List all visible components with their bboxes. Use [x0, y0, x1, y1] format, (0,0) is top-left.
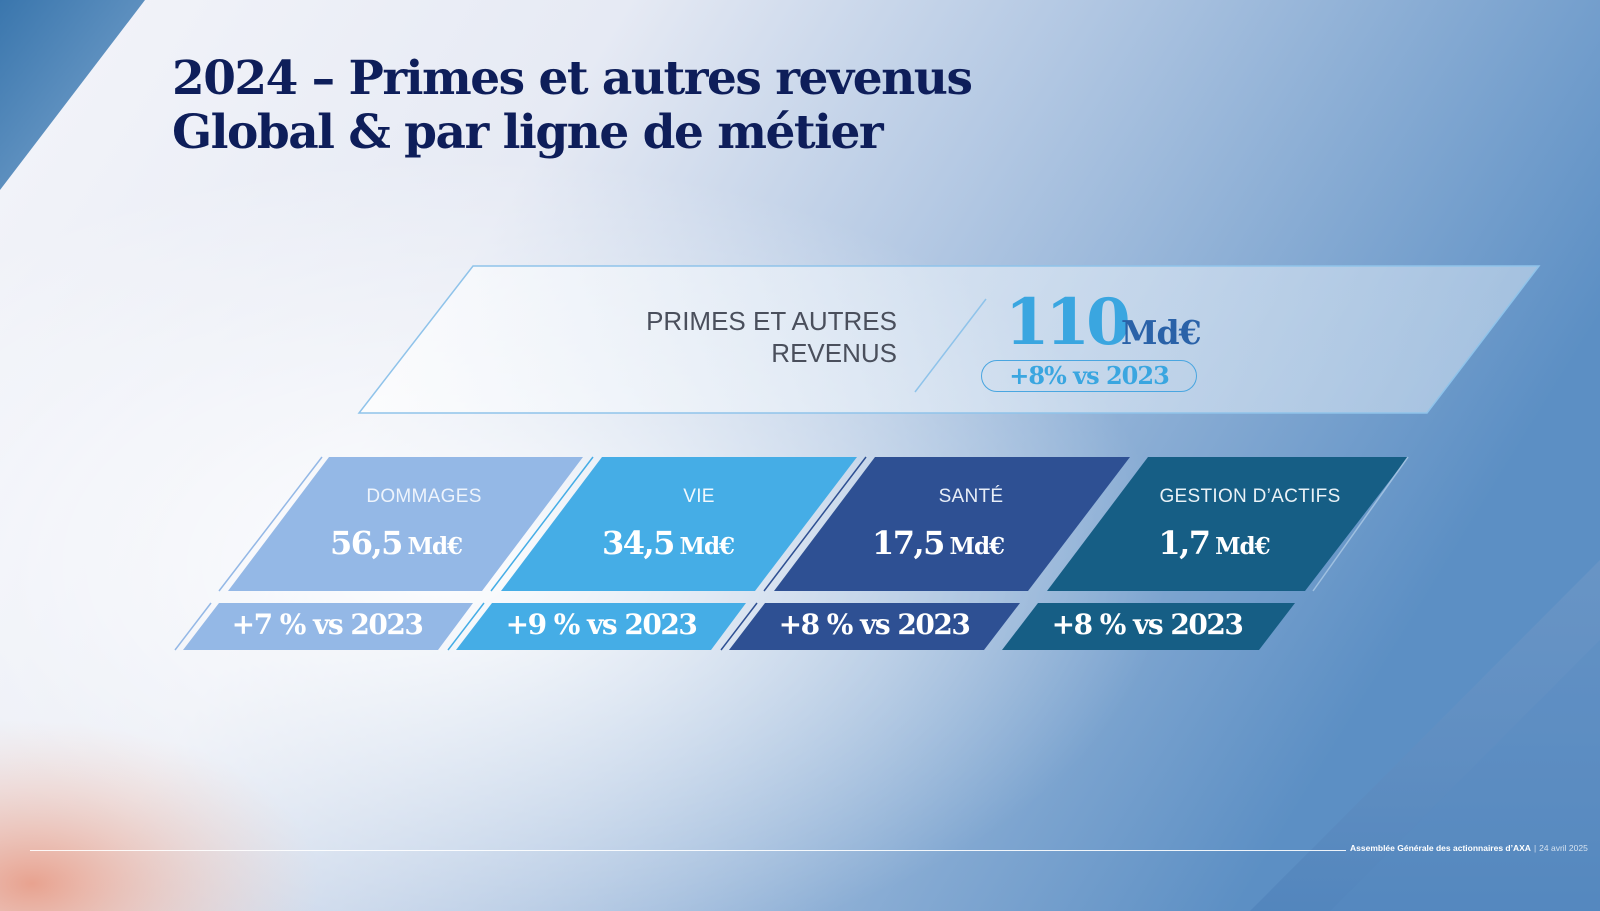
- segment-sante-card: [774, 457, 1130, 591]
- segment-sante-growth-band: [729, 603, 1020, 650]
- segment-vie-unit: Md€: [679, 533, 735, 560]
- segment-dommages-accent: [218, 456, 323, 592]
- segment-sante-value: 17,5 Md€: [818, 524, 1058, 562]
- segment-sante-number: 17,5: [871, 524, 945, 562]
- total-divider: [914, 298, 987, 393]
- segment-sante: [720, 456, 1130, 651]
- segment-sante-accent: [763, 456, 867, 592]
- total-panel: [357, 265, 1541, 414]
- segment-vie-accent: [490, 456, 594, 592]
- footer-date: 24 avril 2025: [1539, 843, 1588, 853]
- total-growth-pill: +8% vs 2023: [981, 360, 1197, 392]
- segment-gestion-actifs-growth: +8 % vs 2023: [1051, 608, 1244, 641]
- title-line-1: 2024 – Primes et autres revenus: [172, 51, 973, 106]
- segment-dommages-growth-band: [183, 603, 473, 650]
- footer: Assemblée Générale des actionnaires d’AX…: [1350, 843, 1588, 853]
- total-label: PRIMES ET AUTRES REVENUS: [560, 305, 897, 369]
- segment-vie-growth: +9 % vs 2023: [505, 608, 698, 641]
- segment-vie-growth-accent: [447, 602, 485, 651]
- segment-gestion-actifs-label: GESTION D’ACTIFS: [1159, 486, 1341, 507]
- segment-sante-growth: +8 % vs 2023: [778, 608, 971, 641]
- segment-vie-number: 34,5: [601, 524, 675, 562]
- segment-gestion-actifs-value: 1,7 Md€: [1094, 524, 1334, 562]
- segment-gestion-actifs-growth-band: [1002, 603, 1295, 650]
- segment-gestion-actifs-card: [1047, 457, 1408, 591]
- footer-divider: [30, 850, 1346, 851]
- title-line-2: Global & par ligne de métier: [172, 105, 884, 160]
- segment-dommages: [174, 456, 583, 651]
- segment-dommages-value: 56,5 Md€: [276, 524, 516, 562]
- segment-gestion-actifs-unit: Md€: [1215, 533, 1271, 560]
- segment-dommages-card: [228, 457, 583, 591]
- footer-separator: |: [1533, 843, 1537, 853]
- segment-vie-label: VIE: [683, 486, 715, 507]
- segment-vie-value: 34,5 Md€: [548, 524, 788, 562]
- segment-dommages-number: 56,5: [329, 524, 403, 562]
- total-value: 110: [1005, 285, 1131, 360]
- segment-dommages-unit: Md€: [407, 533, 463, 560]
- page-title: 2024 – Primes et autres revenus Global &…: [172, 51, 973, 160]
- segment-dommages-label: DOMMAGES: [366, 486, 482, 507]
- segment-gestion-actifs-number: 1,7: [1158, 524, 1211, 562]
- segment-vie-card: [501, 457, 857, 591]
- segment-dommages-growth-accent: [174, 602, 212, 651]
- segment-dommages-growth: +7 % vs 2023: [231, 608, 424, 641]
- segment-sante-growth-accent: [720, 602, 758, 651]
- total-label-line-1: PRIMES ET AUTRES: [646, 306, 897, 336]
- total-label-line-2: REVENUS: [771, 338, 897, 368]
- segment-gestion-actifs: [1002, 456, 1409, 650]
- segment-gestion-actifs-accent: [1312, 456, 1409, 592]
- segment-sante-label: SANTÉ: [938, 486, 1004, 507]
- footer-organization: Assemblée Générale des actionnaires d’AX…: [1350, 843, 1531, 853]
- segment-vie-growth-band: [456, 603, 746, 650]
- total-unit: Md€: [1121, 313, 1202, 352]
- segment-sante-unit: Md€: [949, 533, 1005, 560]
- segment-vie: [447, 456, 857, 651]
